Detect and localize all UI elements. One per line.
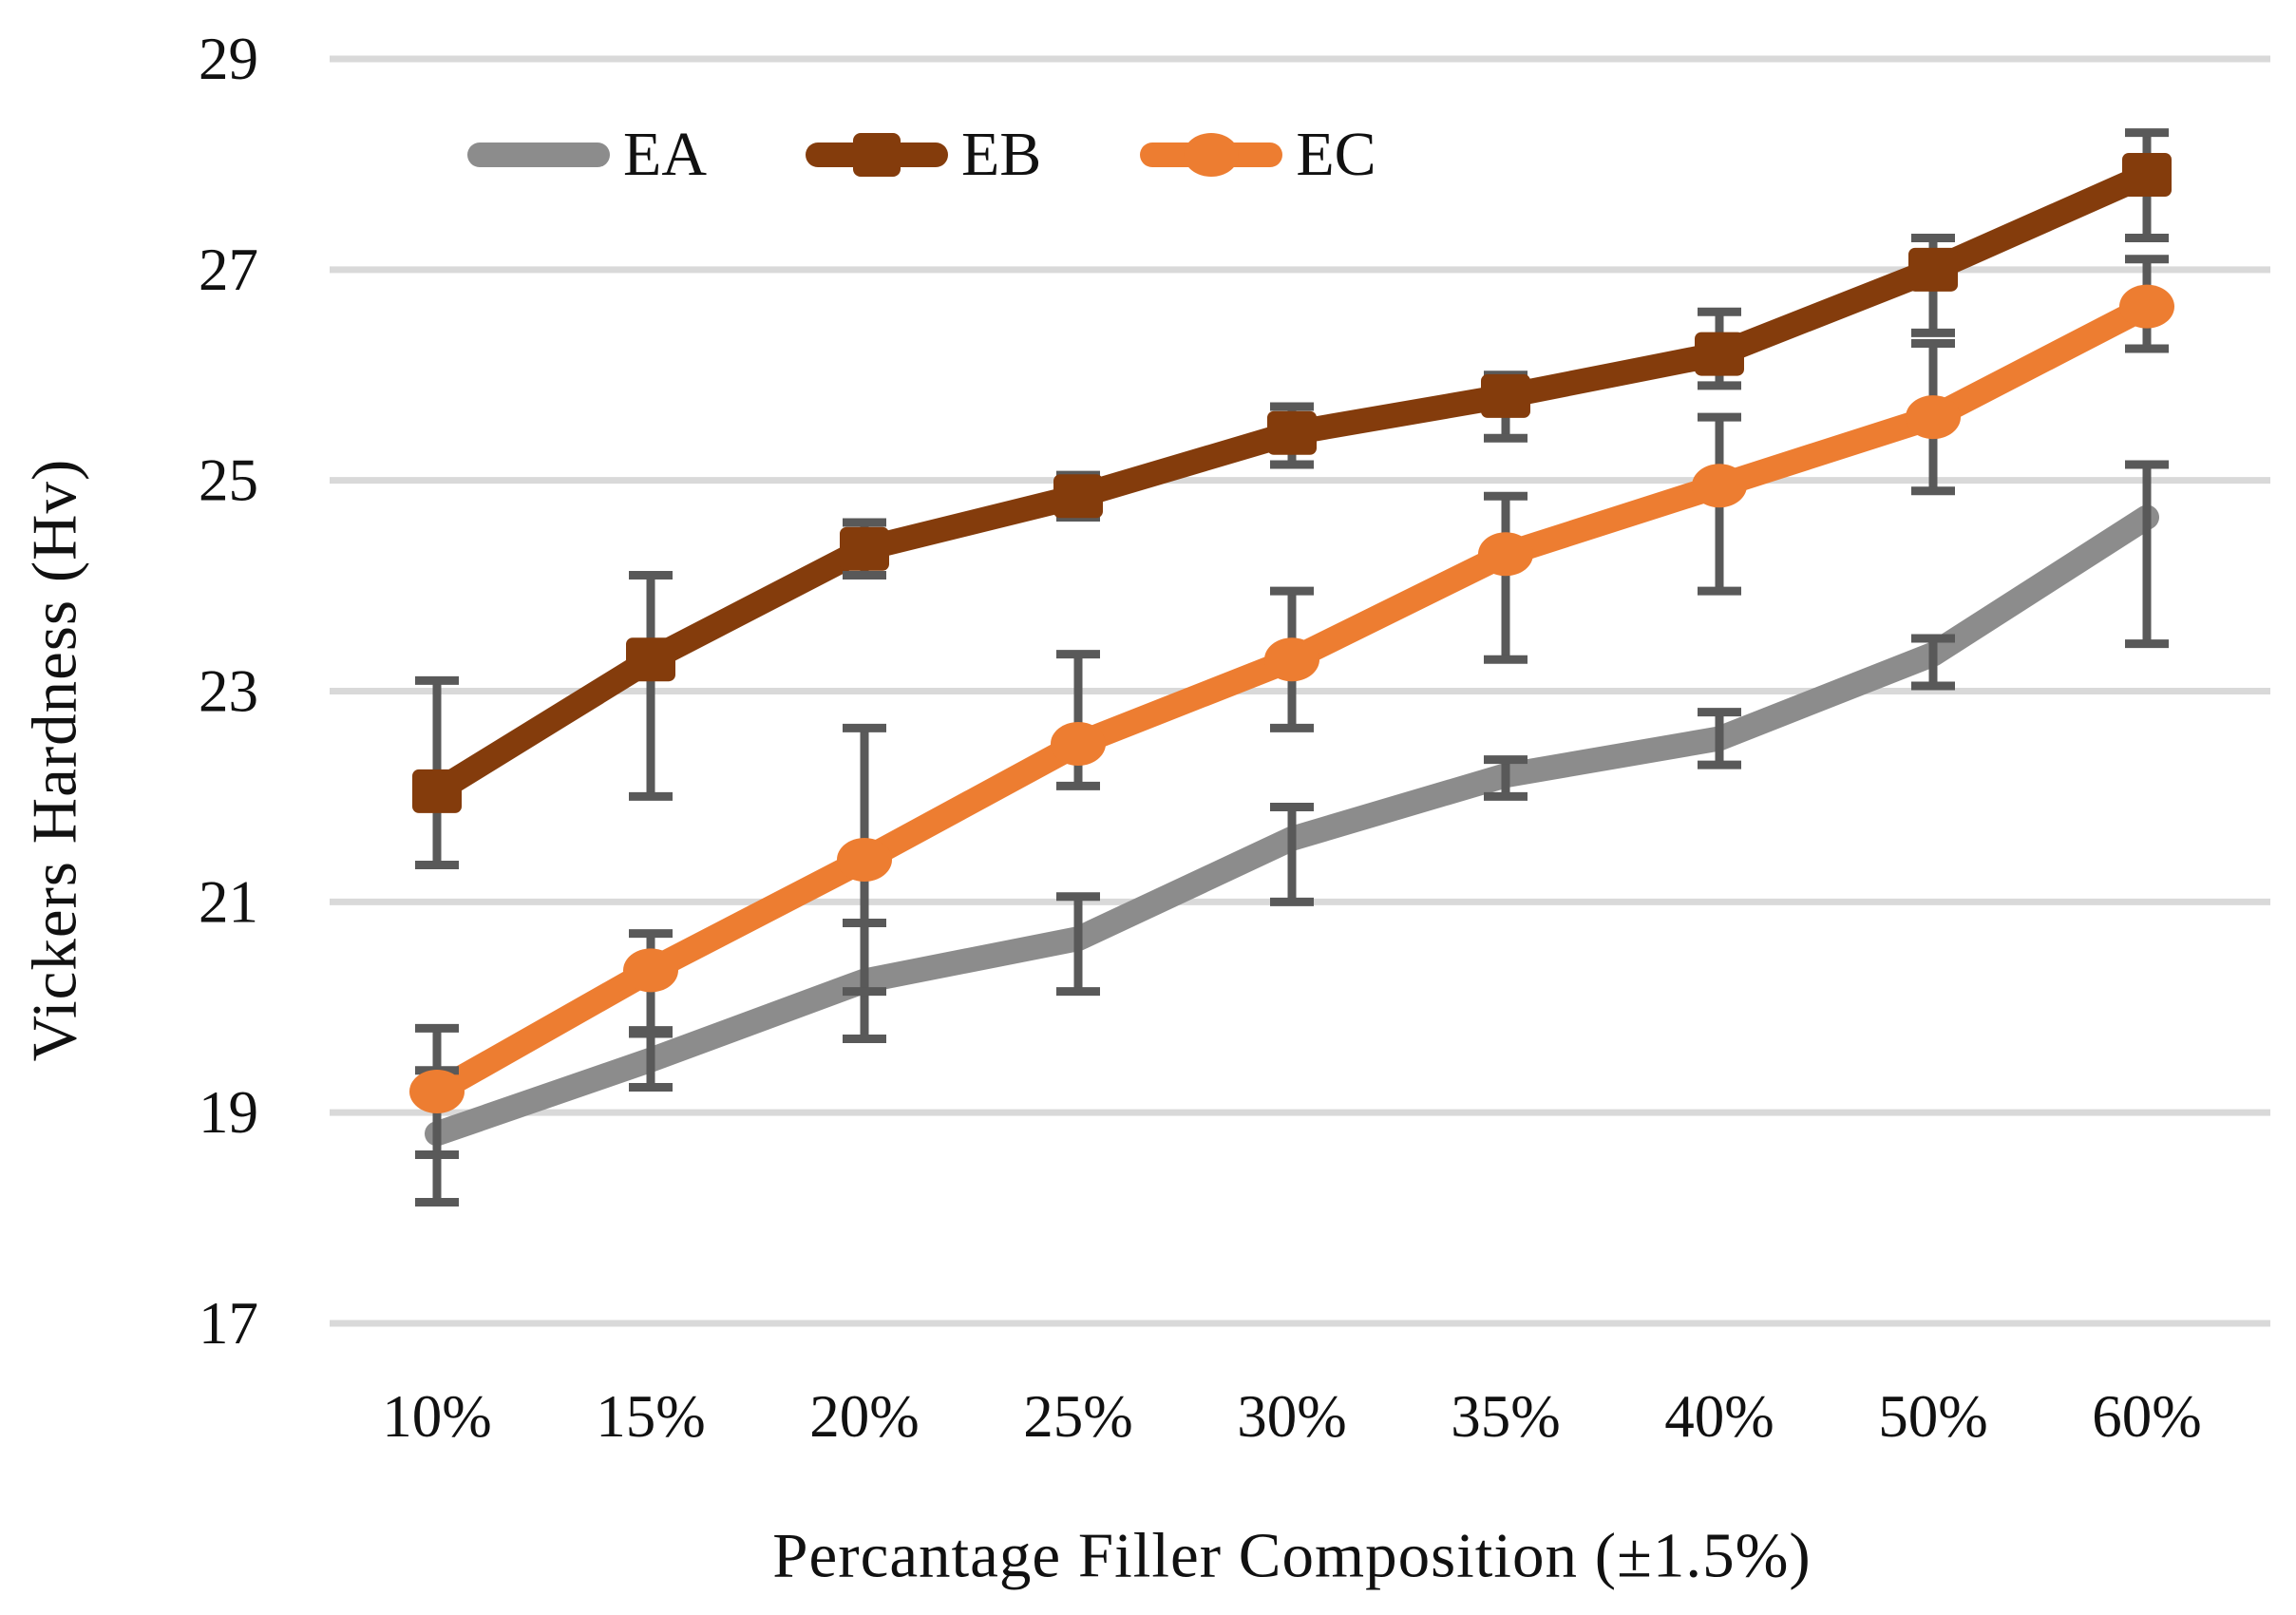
x-tick-label: 10% xyxy=(382,1383,491,1450)
y-tick-label: 19 xyxy=(199,1079,258,1146)
x-tick-label: 35% xyxy=(1451,1383,1560,1450)
marker-square xyxy=(1053,474,1103,519)
x-tick-label: 20% xyxy=(809,1383,919,1450)
x-axis-title: Percantage Filler Composition (±1.5%) xyxy=(772,1520,1812,1591)
legend-item-eb: EB xyxy=(805,120,1042,189)
error-bar-ea xyxy=(1056,892,1100,997)
marker-circle xyxy=(1051,721,1106,766)
marker-circle xyxy=(2119,284,2174,329)
error-bar-ec xyxy=(1484,491,1528,664)
error-bar-ec xyxy=(1056,650,1100,790)
legend-label: EA xyxy=(623,120,707,189)
y-tick-label: 29 xyxy=(199,26,258,92)
marker-square xyxy=(412,769,462,813)
marker-circle xyxy=(623,948,678,993)
marker-circle xyxy=(1906,395,1961,440)
marker-circle xyxy=(1264,637,1319,682)
marker-square xyxy=(1908,247,1958,292)
y-axis-title: Vickers Hardness (Hv) xyxy=(19,458,90,1062)
legend-label: EC xyxy=(1296,120,1376,189)
error-bar-ea xyxy=(2125,460,2169,649)
legend-item-ec: EC xyxy=(1140,122,1376,188)
x-tick-label: 15% xyxy=(596,1383,705,1450)
y-tick-label: 25 xyxy=(199,447,258,514)
y-tick-label: 21 xyxy=(199,868,258,935)
marker-circle xyxy=(1692,464,1747,508)
legend-ec-line-icon xyxy=(1140,122,1283,188)
error-bar-ea xyxy=(1698,708,1741,770)
marker-square xyxy=(1267,410,1317,455)
legend-item-ea: EA xyxy=(467,122,707,188)
y-tick-label: 27 xyxy=(199,237,258,303)
marker-square xyxy=(1481,373,1530,418)
x-tick-label: 60% xyxy=(2092,1383,2201,1450)
chart-legend: EA EB EC xyxy=(467,122,1376,188)
marker-square xyxy=(2122,153,2172,198)
x-tick-label: 25% xyxy=(1023,1383,1132,1450)
marker-square xyxy=(1695,332,1744,376)
legend-ea-line-icon xyxy=(467,122,610,188)
error-bar-ea xyxy=(1911,634,1955,691)
marker-square xyxy=(840,526,889,571)
legend-eb-line-icon xyxy=(805,122,948,188)
x-tick-label: 50% xyxy=(1878,1383,1987,1450)
marker-circle xyxy=(409,1069,465,1113)
y-tick-label: 23 xyxy=(199,658,258,725)
error-bar-ea xyxy=(1484,755,1528,801)
marker-circle xyxy=(1478,532,1533,577)
legend-label: EB xyxy=(960,120,1042,189)
marker-square xyxy=(626,637,675,682)
marker-circle xyxy=(837,837,892,882)
error-bar-eb xyxy=(629,570,673,801)
x-tick-label: 40% xyxy=(1664,1383,1774,1450)
error-bar-ea xyxy=(1270,803,1314,906)
y-tick-label: 17 xyxy=(199,1290,258,1357)
square-marker-icon xyxy=(852,133,901,177)
circle-marker-icon xyxy=(1184,133,1240,177)
x-tick-label: 30% xyxy=(1237,1383,1346,1450)
